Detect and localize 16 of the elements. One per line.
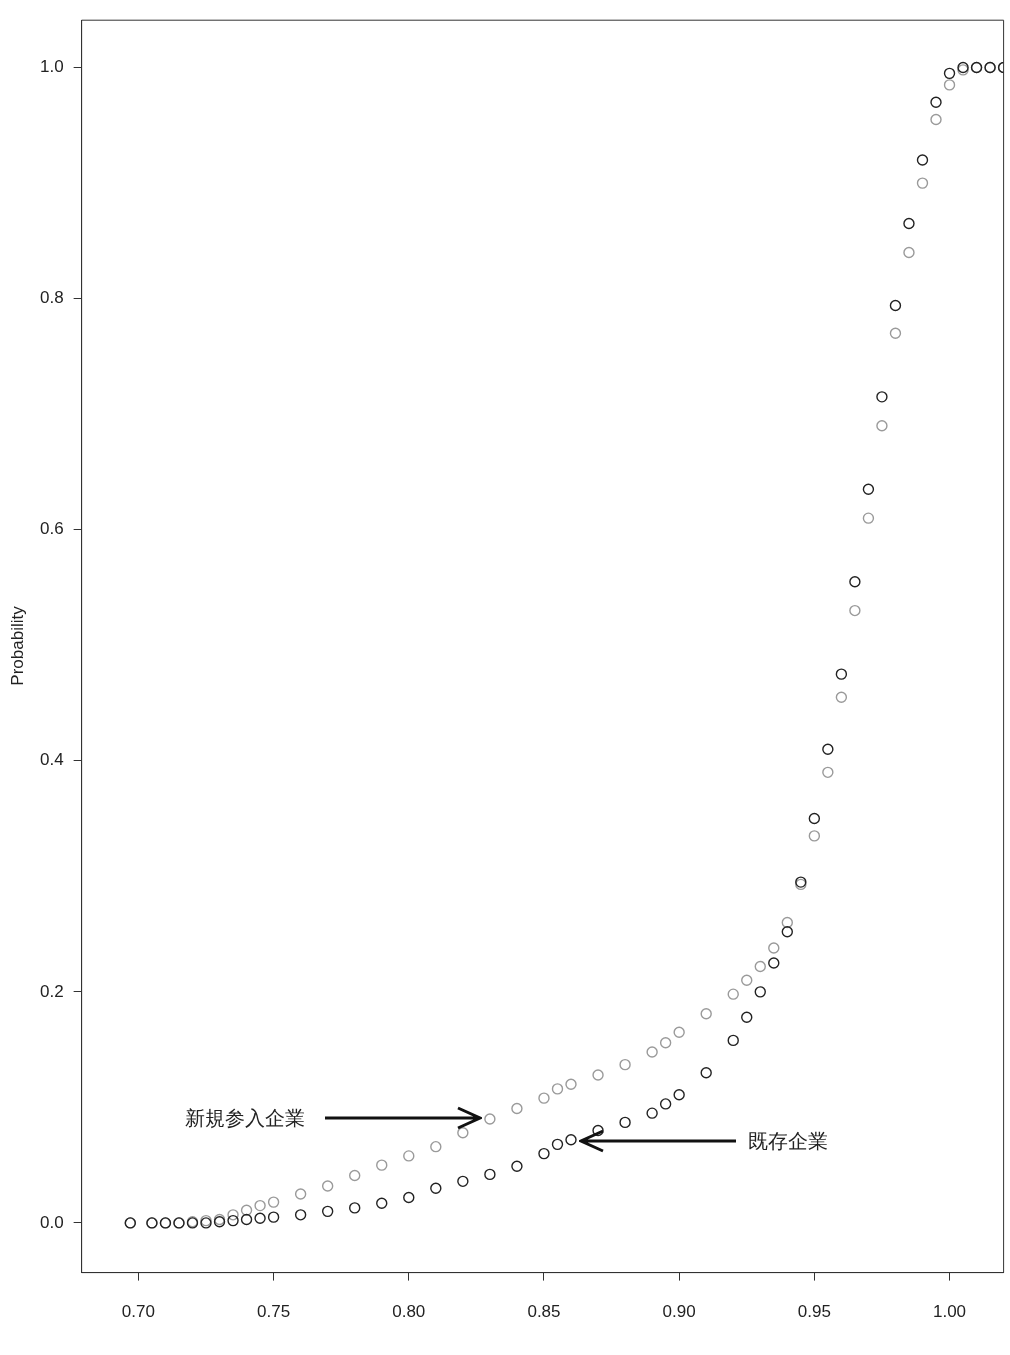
y-tick-label: 0.0: [39, 1212, 64, 1232]
annotation: 既存企業: [748, 1127, 828, 1155]
y-tick-label: 1.0: [39, 57, 64, 77]
x-tick-label: 1.00: [932, 1302, 967, 1322]
x-tick-label: 0.90: [662, 1302, 696, 1322]
annotation: 新規参入企業: [184, 1104, 305, 1132]
x-tick-label: 0.85: [527, 1302, 561, 1322]
x-tick-label: 0.75: [257, 1302, 291, 1322]
y-axis-title: Probability: [7, 606, 28, 687]
y-tick-label: 0.4: [39, 750, 64, 770]
y-tick-label: 0.6: [39, 519, 64, 539]
x-tick-label: 0.70: [121, 1302, 155, 1322]
y-tick-label: 0.2: [39, 981, 64, 1001]
x-tick-label: 0.95: [797, 1302, 831, 1322]
x-tick-label: 0.80: [392, 1302, 426, 1322]
y-tick-label: 0.8: [39, 288, 64, 308]
